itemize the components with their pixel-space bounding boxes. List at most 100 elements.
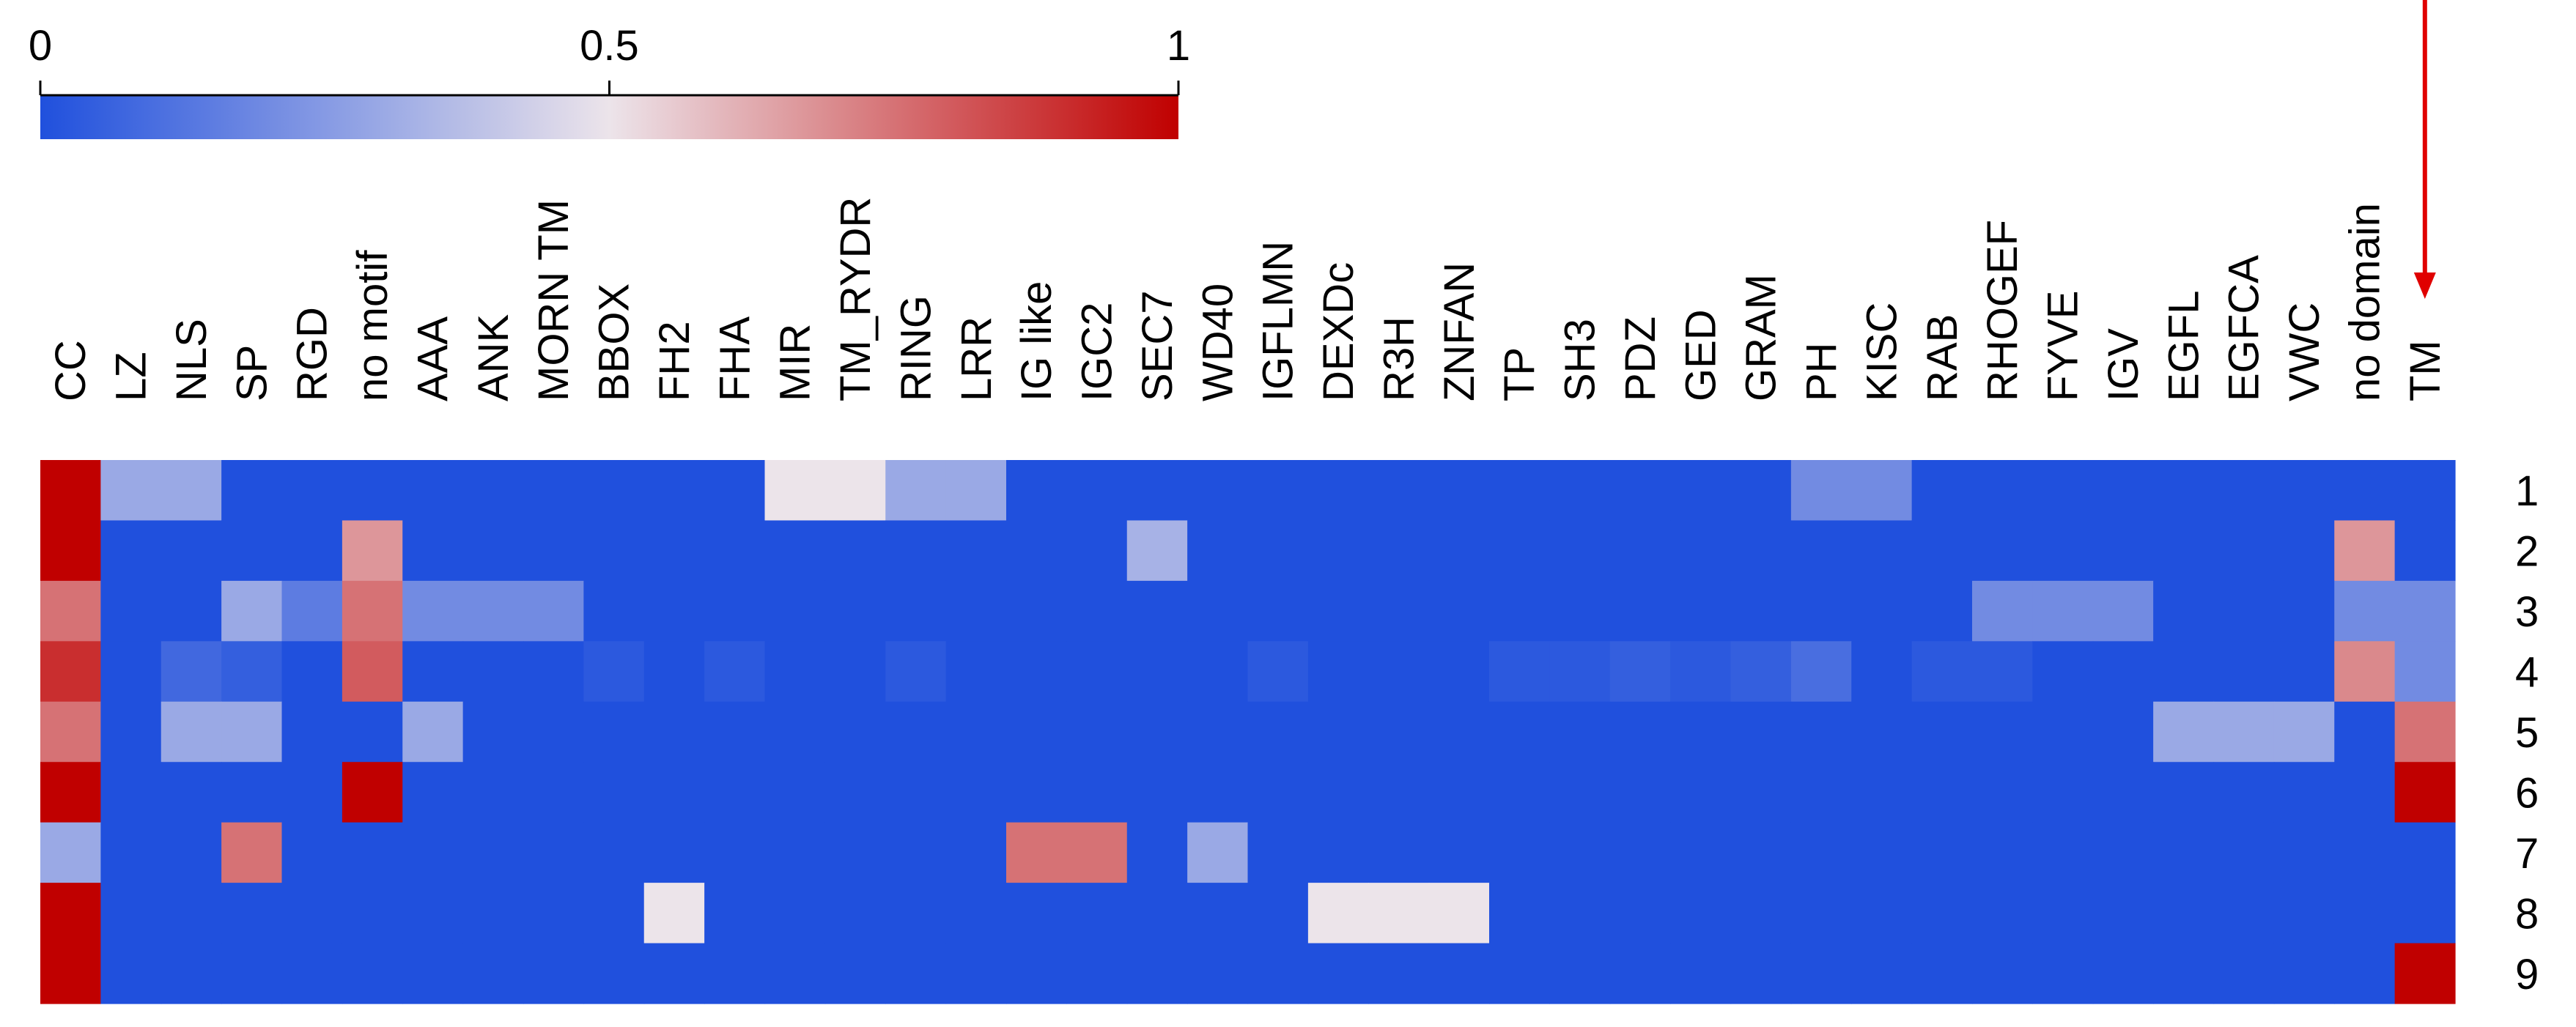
heatmap-cell bbox=[945, 701, 1007, 763]
heatmap-cell bbox=[342, 520, 403, 582]
heatmap-cell bbox=[2213, 460, 2275, 522]
heatmap-cell bbox=[1911, 580, 1973, 642]
heatmap-cell bbox=[704, 580, 766, 642]
heatmap-cell bbox=[1670, 822, 1732, 883]
heatmap-cell bbox=[100, 460, 162, 522]
heatmap-cell bbox=[945, 762, 1007, 823]
heatmap-cell bbox=[1368, 641, 1430, 702]
heatmap-cell bbox=[462, 762, 524, 823]
heatmap-cell bbox=[1851, 580, 1913, 642]
heatmap-cells bbox=[40, 460, 2456, 1004]
heatmap-cell bbox=[945, 822, 1007, 883]
column-label: MIR bbox=[772, 324, 819, 401]
heatmap-cell bbox=[2092, 883, 2154, 944]
heatmap-cell bbox=[1187, 701, 1249, 763]
column-label: CC bbox=[47, 340, 95, 401]
heatmap-cell bbox=[1126, 822, 1188, 883]
heatmap-cell bbox=[583, 580, 645, 642]
heatmap-cell bbox=[1609, 520, 1671, 582]
heatmap-cell bbox=[2334, 701, 2396, 763]
heatmap-cell bbox=[1790, 762, 1852, 823]
heatmap-cell bbox=[583, 762, 645, 823]
heatmap-cell bbox=[2153, 520, 2215, 582]
heatmap-cell bbox=[1307, 943, 1369, 1004]
heatmap-cell bbox=[1609, 883, 1671, 944]
heatmap-cell bbox=[1187, 460, 1249, 522]
heatmap-cell bbox=[945, 943, 1007, 1004]
heatmap-cell bbox=[2334, 822, 2396, 883]
heatmap-cell bbox=[1972, 641, 2033, 702]
heatmap-cell bbox=[402, 822, 464, 883]
heatmap-cell bbox=[764, 641, 826, 702]
heatmap-cell bbox=[523, 580, 584, 642]
heatmap-cell bbox=[1126, 943, 1188, 1004]
heatmap-cell bbox=[1549, 701, 1611, 763]
heatmap-cell bbox=[824, 822, 886, 883]
heatmap-cell bbox=[40, 883, 101, 944]
heatmap-cell bbox=[281, 883, 343, 944]
heatmap-cell bbox=[281, 641, 343, 702]
heatmap-cell bbox=[523, 641, 584, 702]
heatmap-cell bbox=[1066, 883, 1128, 944]
heatmap-cell bbox=[2273, 822, 2335, 883]
heatmap-cell bbox=[2273, 701, 2335, 763]
heatmap-cell bbox=[2213, 883, 2275, 944]
heatmap-cell bbox=[40, 460, 101, 522]
heatmap-cell bbox=[2092, 641, 2154, 702]
heatmap-cell bbox=[1307, 701, 1369, 763]
heatmap-cell bbox=[1730, 580, 1792, 642]
column-label: EGFCA bbox=[2221, 255, 2268, 401]
heatmap-cell bbox=[1066, 580, 1128, 642]
heatmap-cell bbox=[221, 641, 283, 702]
heatmap-cell bbox=[1489, 701, 1550, 763]
column-label: RHOGEF bbox=[1979, 220, 2026, 401]
heatmap-cell bbox=[764, 943, 826, 1004]
heatmap-cell bbox=[402, 580, 464, 642]
heatmap-cell bbox=[2153, 641, 2215, 702]
heatmap-cell bbox=[342, 943, 403, 1004]
heatmap-cell bbox=[221, 580, 283, 642]
heatmap-cell bbox=[1670, 520, 1732, 582]
heatmap-cell bbox=[885, 701, 947, 763]
heatmap-cell bbox=[1549, 641, 1611, 702]
heatmap-cell bbox=[160, 762, 222, 823]
heatmap-cell bbox=[1790, 883, 1852, 944]
heatmap-cell bbox=[2394, 520, 2456, 582]
heatmap-cell bbox=[1911, 943, 1973, 1004]
colorbar-tick-label: 0.5 bbox=[580, 22, 639, 70]
column-label: LZ bbox=[108, 352, 155, 401]
column-label: ANK bbox=[470, 314, 517, 401]
heatmap-cell bbox=[342, 762, 403, 823]
heatmap-cell bbox=[2032, 580, 2094, 642]
row-labels: 1 2 3 4 5 6 7 8 9 bbox=[2515, 467, 2539, 998]
heatmap-cell bbox=[2153, 943, 2215, 1004]
column-label: LRR bbox=[953, 316, 1000, 401]
arrow-head bbox=[2413, 272, 2436, 299]
heatmap-cell bbox=[2394, 580, 2456, 642]
heatmap-cell bbox=[1006, 762, 1067, 823]
heatmap-cell bbox=[160, 580, 222, 642]
heatmap-cell bbox=[1790, 641, 1852, 702]
heatmap-cell bbox=[1247, 520, 1309, 582]
heatmap-cell bbox=[2092, 460, 2154, 522]
heatmap-cell bbox=[2032, 460, 2094, 522]
heatmap-cell bbox=[1489, 460, 1550, 522]
heatmap-cell bbox=[1851, 762, 1913, 823]
heatmap-cell bbox=[160, 641, 222, 702]
heatmap-cell bbox=[2092, 943, 2154, 1004]
column-label: IG like bbox=[1013, 281, 1060, 401]
heatmap-cell bbox=[1307, 762, 1369, 823]
heatmap-cell bbox=[1549, 883, 1611, 944]
heatmap-cell bbox=[1428, 701, 1490, 763]
heatmap-cell bbox=[824, 883, 886, 944]
heatmap-cell bbox=[1428, 580, 1490, 642]
heatmap-cell bbox=[885, 883, 947, 944]
column-label: FH2 bbox=[651, 321, 698, 401]
column-label: SEC7 bbox=[1134, 290, 1181, 401]
heatmap-cell bbox=[1489, 580, 1550, 642]
heatmap-cell bbox=[885, 822, 947, 883]
heatmap-cell bbox=[643, 641, 705, 702]
heatmap-cell bbox=[824, 460, 886, 522]
heatmap-cell bbox=[2092, 580, 2154, 642]
row-label: 1 bbox=[2515, 467, 2539, 515]
